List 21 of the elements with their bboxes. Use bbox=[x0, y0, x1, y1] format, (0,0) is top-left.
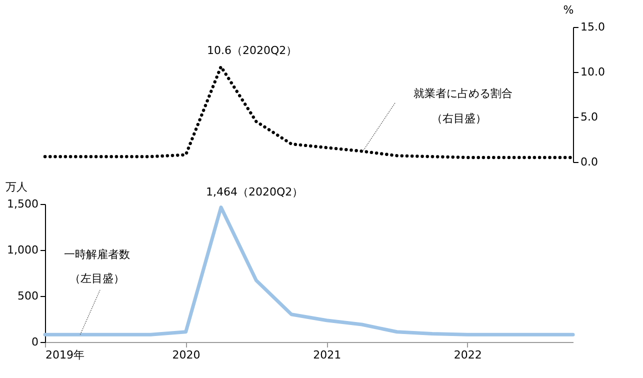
x-tick-label: 2020 bbox=[172, 348, 200, 362]
text: 就業者に占める割合 bbox=[414, 87, 512, 100]
y-tick-label: 500 bbox=[18, 290, 38, 302]
x-tick-label: 2022 bbox=[454, 348, 482, 362]
y-tick-label: 1,000 bbox=[7, 244, 38, 256]
y-tick-label: 5.0 bbox=[580, 110, 598, 124]
annotation: 1,464（2020Q2） bbox=[206, 185, 304, 198]
y-tick-label: 15.0 bbox=[580, 20, 605, 34]
y-tick-label: 0 bbox=[32, 336, 38, 348]
annotation: 10.6（2020Q2） bbox=[207, 44, 298, 57]
y-tick-label: 0.0 bbox=[580, 156, 598, 168]
annotation: （右目盛） bbox=[432, 112, 486, 125]
y-axis-title: 万人 bbox=[6, 180, 28, 194]
y-axis-title: % bbox=[563, 4, 574, 16]
y-tick-label: 10.0 bbox=[580, 66, 605, 78]
y-tick-label: 1,500 bbox=[7, 198, 38, 210]
x-tick-label: 2019年 bbox=[46, 348, 84, 362]
annotation: （左目盛） bbox=[70, 272, 124, 285]
text: 一時解雇者数 bbox=[64, 248, 130, 261]
x-tick-label: 2021 bbox=[313, 348, 342, 362]
line-series bbox=[43, 206, 575, 336]
